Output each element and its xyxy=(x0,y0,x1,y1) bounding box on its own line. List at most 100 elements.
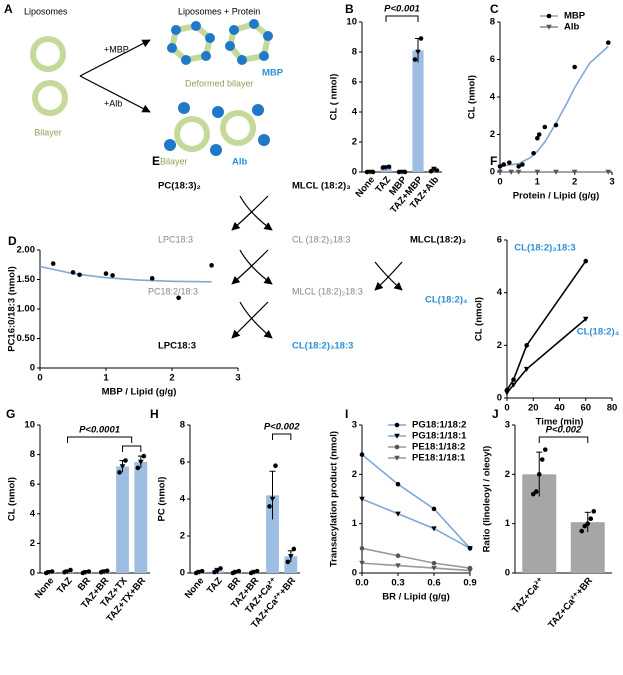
y-axis-label: PC (nmol) xyxy=(157,477,168,522)
node: MLCL (18:2)₃ xyxy=(292,181,351,192)
series-label: CL(18:2)₄ xyxy=(577,327,620,338)
marker xyxy=(212,569,217,575)
marker xyxy=(98,569,104,575)
legend-marker xyxy=(394,455,400,461)
panel-letter: E xyxy=(152,154,160,168)
marker xyxy=(123,458,128,463)
marker xyxy=(583,258,589,264)
y-tick-label: 2.00 xyxy=(17,245,36,256)
label: Liposomes + Protein xyxy=(178,6,260,16)
x-tick-label: 0 xyxy=(497,177,502,188)
y-tick-label: 8 xyxy=(352,47,357,58)
marker xyxy=(412,57,418,62)
significance-bracket xyxy=(122,445,142,452)
marker xyxy=(497,164,503,169)
legend-label: PE18:1/18:2 xyxy=(412,442,465,453)
marker xyxy=(236,568,242,574)
significance-label: P<0.001 xyxy=(384,4,420,15)
y-tick-label: 4 xyxy=(490,92,496,103)
marker xyxy=(579,528,585,534)
marker xyxy=(386,164,392,170)
marker xyxy=(605,169,612,175)
deformed-liposomes xyxy=(167,19,273,65)
x-tick-label: 20 xyxy=(528,403,539,414)
marker xyxy=(135,465,141,471)
y-tick-label: 6 xyxy=(30,479,35,490)
marker xyxy=(395,553,401,559)
x-tick-label: None xyxy=(33,575,57,600)
marker xyxy=(395,481,401,487)
x-tick-label: 0.3 xyxy=(391,578,404,589)
panel-letter: G xyxy=(6,407,15,421)
marker xyxy=(539,457,545,462)
y-tick-label: 10 xyxy=(346,17,357,28)
significance-bracket xyxy=(538,436,589,443)
y-axis-label: CL (nmol) xyxy=(467,75,478,119)
marker xyxy=(395,563,401,569)
y-tick-label: 2 xyxy=(30,538,35,549)
marker xyxy=(467,568,473,574)
x-tick-label: TAZ+Ca²⁺ xyxy=(510,575,546,616)
y-axis-label: Ratio (linoleoyl / oleoyl) xyxy=(482,446,493,553)
liposome xyxy=(174,116,210,152)
x-tick-label: TAZ xyxy=(55,575,75,596)
marker xyxy=(415,49,421,55)
legend-label: PG18:1/18:1 xyxy=(412,431,467,442)
node: CL (18:2)₃18:3 xyxy=(292,234,350,244)
marker xyxy=(588,516,594,522)
diagram-a: A Liposomes Liposomes + Protein Bilayer … xyxy=(4,2,284,167)
marker xyxy=(110,273,115,278)
marker xyxy=(119,464,126,470)
marker xyxy=(553,122,559,128)
diagram-e: E PC(18:3)₂ MLCL (18:2)₃ LPC18:3 CL (18:… xyxy=(148,154,468,351)
y-tick-label: 2 xyxy=(352,469,357,480)
marker xyxy=(248,570,254,576)
y-tick-label: 1.00 xyxy=(17,304,36,315)
marker xyxy=(572,64,577,70)
marker xyxy=(497,169,503,175)
y-tick-label: 2 xyxy=(180,531,185,542)
x-tick-label: 0.6 xyxy=(427,578,440,589)
x-tick-label: 3 xyxy=(235,373,240,384)
marker xyxy=(176,295,181,301)
reaction-arrows xyxy=(231,195,403,339)
bar xyxy=(412,50,424,172)
series-line xyxy=(361,498,471,550)
liposome xyxy=(32,80,68,116)
marker xyxy=(104,568,110,574)
marker xyxy=(524,343,529,348)
legend-marker xyxy=(394,422,400,428)
marker xyxy=(50,261,56,266)
y-tick-label: 3 xyxy=(505,420,510,431)
marker xyxy=(395,511,401,517)
legend-label: Alb xyxy=(564,22,580,33)
x-axis-label: MBP / Lipid (g/g) xyxy=(102,387,177,398)
y-axis-label: CL (nmol) xyxy=(474,297,485,341)
bar xyxy=(134,462,148,573)
legend-label: PE18:1/18:1 xyxy=(412,453,466,464)
marker xyxy=(370,169,376,175)
marker xyxy=(269,496,276,502)
x-tick-label: 0 xyxy=(37,373,42,384)
y-tick-label: 0 xyxy=(352,568,357,579)
marker xyxy=(431,526,437,532)
legend-label: PG18:1/18:2 xyxy=(412,420,466,431)
x-tick-label: 60 xyxy=(580,403,591,414)
y-tick-label: 8 xyxy=(490,17,495,28)
y-tick-label: 1 xyxy=(352,518,358,529)
marker xyxy=(402,169,408,175)
x-tick-label: 3 xyxy=(609,177,614,188)
y-tick-label: 6 xyxy=(352,77,357,88)
marker xyxy=(43,570,49,576)
marker xyxy=(536,132,542,137)
significance-label: P<0.002 xyxy=(264,422,300,433)
y-tick-label: 0 xyxy=(30,568,35,579)
significance-bracket xyxy=(385,15,419,22)
marker xyxy=(214,568,221,574)
marker xyxy=(536,472,542,477)
x-tick-label: TAZ+Ca²⁺+BR xyxy=(546,575,595,630)
marker xyxy=(199,568,205,574)
y-tick-label: 10 xyxy=(24,420,35,431)
legend-marker xyxy=(394,444,400,450)
